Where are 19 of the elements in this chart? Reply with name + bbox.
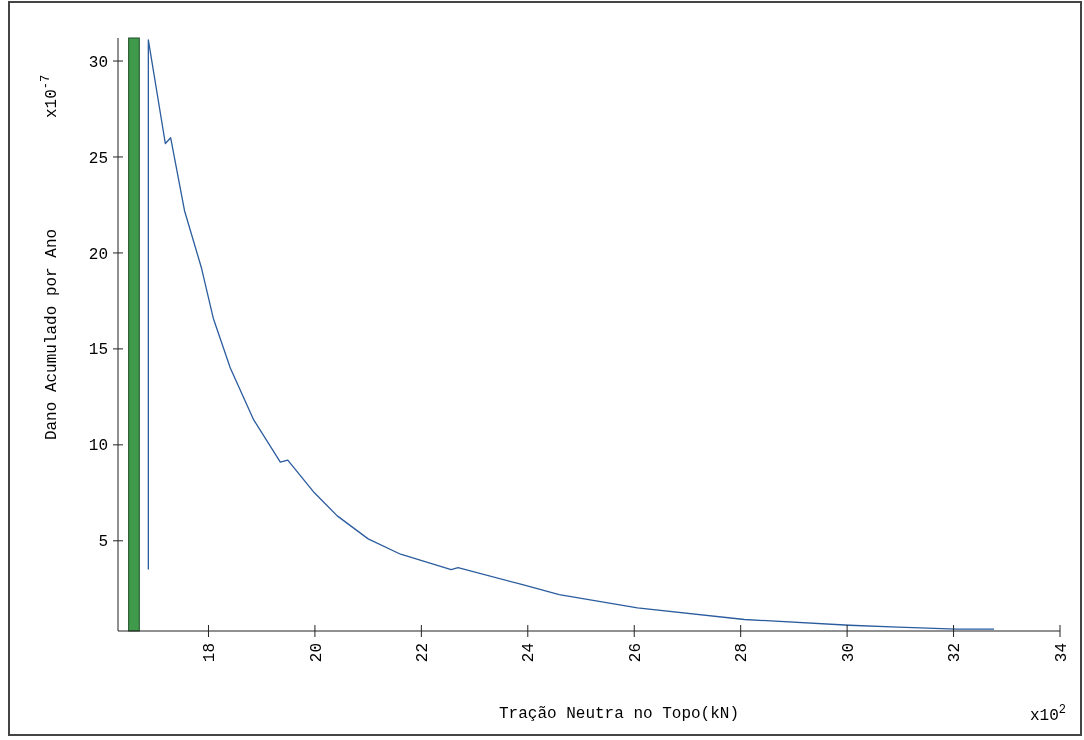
y-tick-label: 30 <box>88 53 108 72</box>
x-tick-label: 32 <box>946 643 965 663</box>
text: x10$^{2}$ <box>1030 703 1067 725</box>
y-tick-label: 10 <box>88 437 108 456</box>
x-axis-title: Tração Neutra no Topo(kN) <box>498 705 740 723</box>
x-tick-label: 24 <box>520 643 539 663</box>
x-tick-label: 22 <box>413 643 432 663</box>
y-tick-label: 20 <box>88 245 108 264</box>
x-tick-label: 18 <box>201 643 220 663</box>
x-tick-label: 20 <box>307 643 326 663</box>
x-tick-label: 30 <box>839 643 858 663</box>
x-tick-label: 26 <box>626 643 645 663</box>
y-tick-label: 5 <box>98 533 108 552</box>
y-tick-label: 15 <box>88 341 108 360</box>
x-tick-label: 28 <box>733 643 752 663</box>
line-series <box>147 39 995 630</box>
x-tick-label: 34 <box>1052 643 1071 663</box>
y-tick-label: 25 <box>88 149 108 168</box>
y-axis-title: Dano Acumulado por Ano <box>43 228 61 441</box>
